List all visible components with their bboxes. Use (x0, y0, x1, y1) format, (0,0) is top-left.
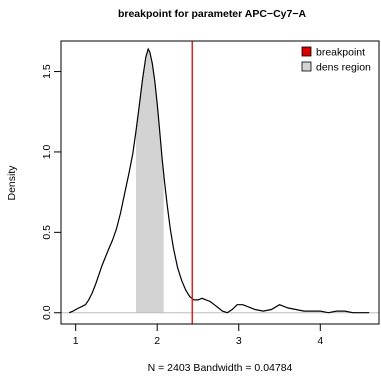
x-tick-label: 3 (236, 335, 242, 347)
y-tick-label: 0.0 (41, 305, 53, 320)
x-tick-label: 4 (317, 335, 323, 347)
x-axis-label: N = 2403 Bandwidth = 0.04784 (148, 362, 293, 374)
chart-title: breakpoint for parameter APC−Cy7−A (118, 8, 307, 20)
density-curve (68, 47, 370, 314)
plot-frame (60, 40, 380, 325)
y-tick-label: 1.0 (41, 144, 53, 159)
density-region (136, 49, 164, 313)
x-axis: 1 2 3 4 (73, 323, 323, 347)
y-tick-label: 1.5 (41, 64, 53, 79)
x-tick-label: 1 (73, 335, 79, 347)
y-axis-label: Density (6, 165, 18, 201)
x-tick-label: 2 (154, 335, 160, 347)
y-tick-label: 0.5 (41, 225, 53, 240)
plot-area (60, 40, 380, 325)
legend-label-dens-region: dens region (316, 62, 371, 74)
legend-label-breakpoint: breakpoint (316, 47, 365, 59)
legend-swatch-breakpoint (301, 46, 312, 57)
y-axis: 0.0 0.5 1.0 1.5 (41, 64, 62, 320)
legend: breakpoint dens region (301, 46, 371, 74)
legend-swatch-dens-region (301, 61, 312, 72)
